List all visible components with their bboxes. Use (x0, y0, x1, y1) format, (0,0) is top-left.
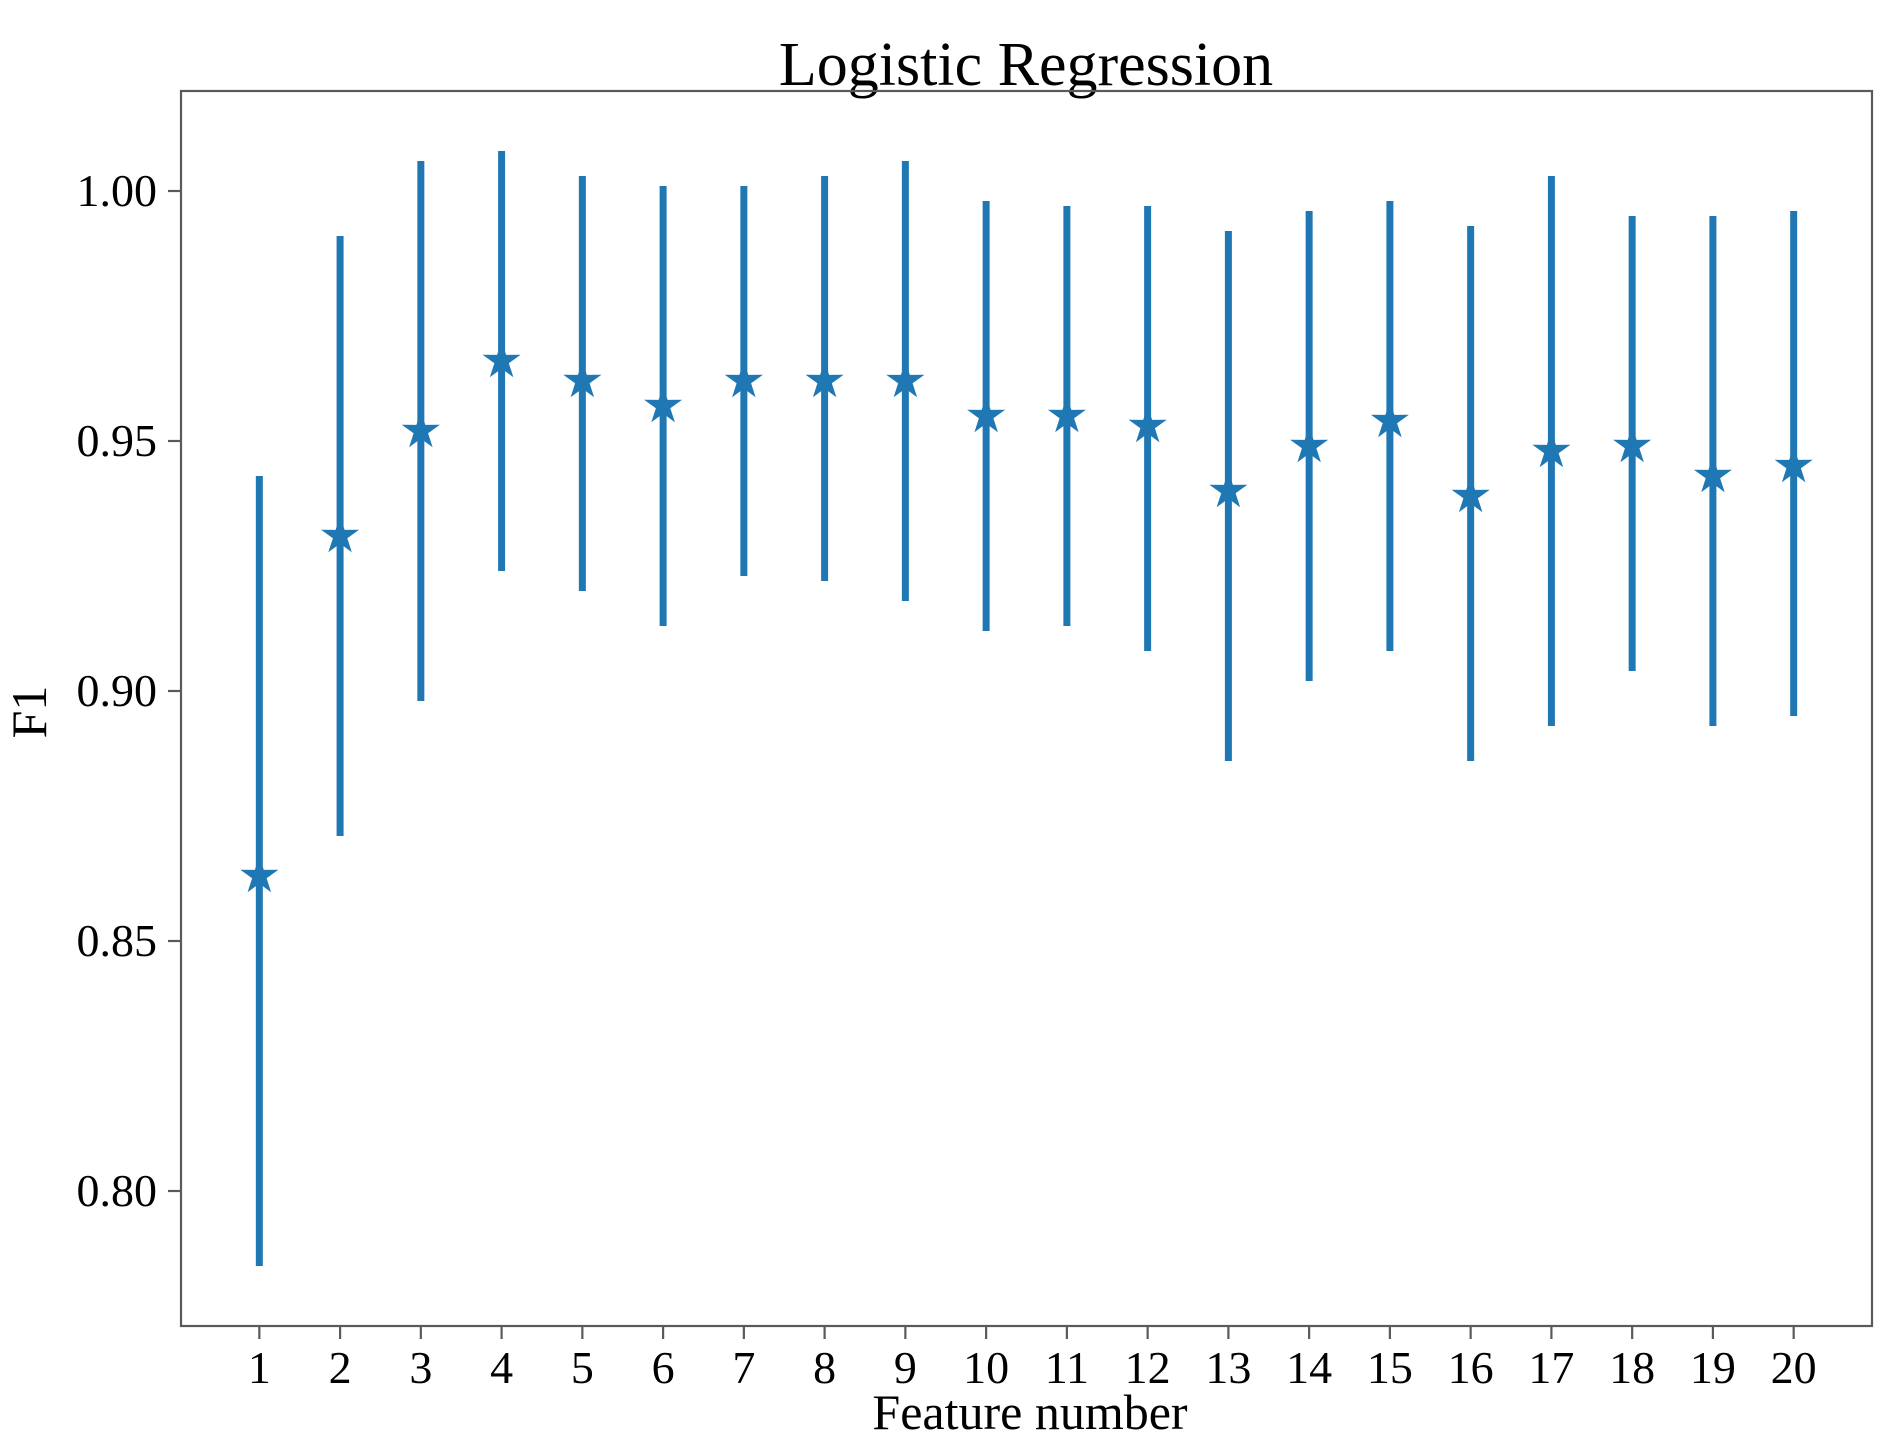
star-marker-feature-10 (967, 396, 1006, 433)
star-marker-feature-9 (886, 361, 925, 398)
x-tick-label-13: 13 (1205, 1342, 1251, 1393)
x-tick-label-9: 9 (894, 1342, 917, 1393)
star-marker-feature-17 (1532, 431, 1571, 468)
star-marker-feature-15 (1370, 401, 1409, 438)
x-tick-label-6: 6 (652, 1342, 675, 1393)
x-tick-label-10: 10 (963, 1342, 1009, 1393)
plot-frame (179, 89, 1874, 1328)
y-tick-label-1.00: 1.00 (77, 165, 158, 216)
x-tick-label-12: 12 (1125, 1342, 1171, 1393)
y-tick-label-0.85: 0.85 (77, 915, 158, 966)
star-marker-feature-19 (1693, 456, 1732, 493)
x-tick-label-8: 8 (813, 1342, 836, 1393)
star-marker-feature-4 (482, 341, 521, 378)
star-marker-feature-7 (724, 361, 763, 398)
x-tick-label-5: 5 (571, 1342, 594, 1393)
y-axis-label: F1 (1, 686, 57, 739)
x-tick-label-17: 17 (1528, 1342, 1574, 1393)
y-tick-label-0.80: 0.80 (77, 1165, 158, 1216)
star-marker-feature-18 (1613, 426, 1652, 463)
x-tick-label-19: 19 (1690, 1342, 1736, 1393)
star-markers-layer (240, 341, 1813, 893)
star-marker-feature-14 (1290, 426, 1329, 463)
x-tick-label-11: 11 (1045, 1342, 1089, 1393)
error-bars-layer (255, 151, 1798, 1266)
axes-layer: 1.000.950.900.850.801 2 3 4 5 6 7 8 9 10 11 12 13 14 1… (77, 165, 1817, 1393)
chart-title: Logistic Regression (779, 31, 1273, 99)
star-marker-feature-13 (1209, 471, 1248, 508)
y-tick-label-0.90: 0.90 (77, 665, 158, 716)
x-tick-label-3: 3 (409, 1342, 432, 1393)
star-marker-feature-1 (240, 856, 279, 893)
x-tick-label-7: 7 (732, 1342, 755, 1393)
star-marker-feature-3 (401, 411, 440, 448)
star-marker-feature-6 (644, 386, 683, 423)
x-tick-label-2: 2 (329, 1342, 352, 1393)
x-tick-label-4: 4 (490, 1342, 513, 1393)
x-tick-label-1: 1 (248, 1342, 271, 1393)
star-marker-feature-8 (805, 361, 844, 398)
star-marker-feature-12 (1128, 406, 1167, 443)
star-marker-feature-16 (1451, 476, 1490, 513)
x-tick-label-14: 14 (1286, 1342, 1332, 1393)
star-marker-feature-11 (1047, 396, 1086, 433)
x-tick-label-16: 16 (1448, 1342, 1494, 1393)
x-tick-label-15: 15 (1367, 1342, 1413, 1393)
star-marker-feature-20 (1774, 446, 1813, 483)
x-axis-label: Feature number (872, 1384, 1188, 1440)
star-marker-feature-2 (321, 516, 360, 553)
x-tick-label-18: 18 (1609, 1342, 1655, 1393)
y-tick-label-0.95: 0.95 (77, 415, 158, 466)
x-tick-label-20: 20 (1771, 1342, 1817, 1393)
star-marker-feature-5 (563, 361, 602, 398)
